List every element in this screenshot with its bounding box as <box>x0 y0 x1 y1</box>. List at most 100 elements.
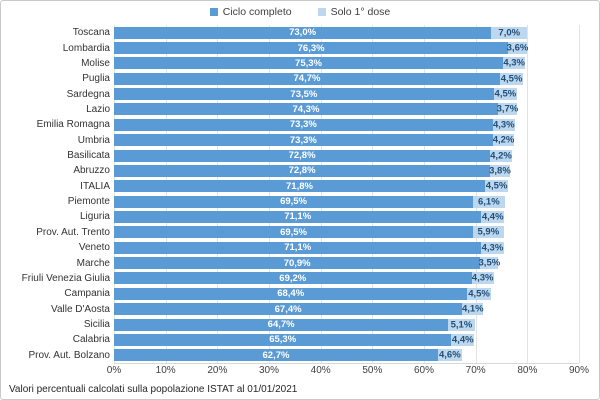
bar-value-solo-prima-dose: 4,3% <box>481 242 504 254</box>
bar-group: 73,0% 7,0% <box>114 26 579 39</box>
bar-value-solo-prima-dose: 3,5% <box>478 257 501 269</box>
bar-ciclo-completo: 69,2% <box>114 272 472 285</box>
bar-solo-prima-dose: 4,2% <box>492 134 515 147</box>
bar-value-ciclo-completo: 69,2% <box>279 272 307 284</box>
chart-row: Calabria 65,3% 4,4% <box>1 332 579 347</box>
chart-row: Umbria 73,3% 4,2% <box>1 133 579 148</box>
bar-ciclo-completo: 62,7% <box>114 349 438 362</box>
gridline <box>423 25 425 363</box>
bar-ciclo-completo: 71,1% <box>114 210 482 223</box>
bar-value-ciclo-completo: 72,8% <box>288 165 316 177</box>
bar-solo-prima-dose: 5,9% <box>473 226 504 239</box>
legend-label: Solo 1° dose <box>330 6 391 18</box>
footer-note: Valori percentuali calcolati sulla popol… <box>9 384 298 395</box>
bar-ciclo-completo: 70,9% <box>114 257 481 270</box>
legend-item-1: Solo 1° dose <box>317 6 391 18</box>
category-label: Lazio <box>86 103 110 115</box>
bar-ciclo-completo: 69,5% <box>114 226 474 239</box>
bar-ciclo-completo: 73,3% <box>114 134 493 147</box>
gridline <box>475 25 477 363</box>
category-label: Puglia <box>82 73 110 85</box>
bar-group: 71,8% 4,5% <box>114 180 579 193</box>
bar-ciclo-completo: 73,0% <box>114 26 492 39</box>
bar-group: 62,7% 4,6% <box>114 349 579 362</box>
bar-solo-prima-dose: 3,7% <box>496 103 519 116</box>
chart-row: Sicilia 64,7% 5,1% <box>1 317 579 332</box>
chart-row: Toscana 73,0% 7,0% <box>1 25 579 40</box>
bar-value-ciclo-completo: 71,1% <box>284 242 312 254</box>
x-tick-label: 40% <box>310 365 331 376</box>
bar-value-solo-prima-dose: 4,4% <box>481 211 504 223</box>
bar-value-ciclo-completo: 71,1% <box>284 211 312 223</box>
bar-solo-prima-dose: 4,5% <box>493 88 517 101</box>
chart-row: Campania 68,4% 4,5% <box>1 286 579 301</box>
chart-row: Basilicata 72,8% 4,2% <box>1 148 579 163</box>
chart-row: Piemonte 69,5% 6,1% <box>1 194 579 209</box>
bar-value-ciclo-completo: 71,8% <box>286 180 313 192</box>
bar-group: 73,5% 4,5% <box>114 88 579 101</box>
category-label: Calabria <box>72 334 110 346</box>
category-label: Lombardia <box>62 42 110 54</box>
bar-solo-prima-dose: 4,3% <box>503 57 526 70</box>
bar-value-solo-prima-dose: 6,1% <box>478 196 500 208</box>
chart-row: Liguria 71,1% 4,4% <box>1 209 579 224</box>
bar-group: 69,5% 5,9% <box>114 226 579 239</box>
legend-item-0: Ciclo completo <box>209 6 292 18</box>
bar-solo-prima-dose: 3,8% <box>489 164 511 177</box>
bar-value-solo-prima-dose: 4,2% <box>490 150 512 162</box>
x-tick-label: 80% <box>517 365 538 376</box>
chart-row: Valle D'Aosta 67,4% 4,1% <box>1 301 579 316</box>
bar-value-ciclo-completo: 67,4% <box>274 303 302 315</box>
chart-row: Friuli Venezia Giulia 69,2% 4,3% <box>1 271 579 286</box>
plot-area: Toscana 73,0% 7,0% Lombardia 76,3% 3,6% Molise… <box>1 25 580 364</box>
bar-value-solo-prima-dose: 4,5% <box>500 73 523 85</box>
category-label: ITALIA <box>80 180 110 192</box>
bar-value-solo-prima-dose: 3,7% <box>496 103 519 115</box>
category-label: Toscana <box>72 27 110 39</box>
bar-solo-prima-dose: 4,5% <box>499 72 524 85</box>
bar-ciclo-completo: 71,8% <box>114 180 485 193</box>
bar-value-ciclo-completo: 74,7% <box>293 73 321 85</box>
bar-solo-prima-dose: 4,3% <box>492 118 515 131</box>
bar-solo-prima-dose: 4,2% <box>490 149 512 162</box>
bar-value-ciclo-completo: 65,3% <box>269 334 297 346</box>
bar-ciclo-completo: 76,3% <box>114 42 509 55</box>
x-tick-label: 20% <box>207 365 228 376</box>
x-tick-label: 70% <box>465 365 486 376</box>
bar-solo-prima-dose: 6,1% <box>473 195 505 208</box>
bar-solo-prima-dose: 4,4% <box>451 333 475 346</box>
bar-value-solo-prima-dose: 3,6% <box>506 42 529 54</box>
chart-row: Prov. Aut. Trento 69,5% 5,9% <box>1 225 579 240</box>
bar-ciclo-completo: 72,8% <box>114 149 491 162</box>
bar-value-ciclo-completo: 75,3% <box>295 57 322 69</box>
bar-ciclo-completo: 64,7% <box>114 318 449 331</box>
chart-row: Prov. Aut. Bolzano 62,7% 4,6% <box>1 348 579 363</box>
gridlines <box>114 25 580 364</box>
bar-value-ciclo-completo: 73,5% <box>290 88 318 100</box>
bar-value-solo-prima-dose: 4,5% <box>468 288 490 300</box>
bar-group: 69,2% 4,3% <box>114 272 579 285</box>
bar-group: 67,4% 4,1% <box>114 303 579 316</box>
bar-value-solo-prima-dose: 4,3% <box>503 57 525 69</box>
chart-row: Marche 70,9% 3,5% <box>1 255 579 270</box>
bar-value-ciclo-completo: 68,4% <box>277 288 305 300</box>
bar-ciclo-completo: 73,5% <box>114 88 494 101</box>
x-tick-label: 50% <box>362 365 383 376</box>
category-label: Friuli Venezia Giulia <box>21 272 110 284</box>
chart-row: Puglia 74,7% 4,5% <box>1 71 579 86</box>
bar-value-solo-prima-dose: 4,5% <box>485 180 508 192</box>
bar-ciclo-completo: 75,3% <box>114 57 504 70</box>
bar-value-ciclo-completo: 74,3% <box>292 103 320 115</box>
chart-row: Veneto 71,1% 4,3% <box>1 240 579 255</box>
gridline <box>579 25 580 363</box>
x-tick-label: 0% <box>106 365 122 376</box>
bar-value-ciclo-completo: 73,0% <box>289 27 317 39</box>
bar-group: 72,8% 4,2% <box>114 149 579 162</box>
x-tick-label: 30% <box>258 365 280 376</box>
bar-group: 72,8% 3,8% <box>114 164 579 177</box>
bar-ciclo-completo: 65,3% <box>114 333 452 346</box>
chart-row: Abruzzo 72,8% 3,8% <box>1 163 579 178</box>
bar-group: 75,3% 4,3% <box>114 57 579 70</box>
bar-group: 68,4% 4,5% <box>114 287 579 300</box>
